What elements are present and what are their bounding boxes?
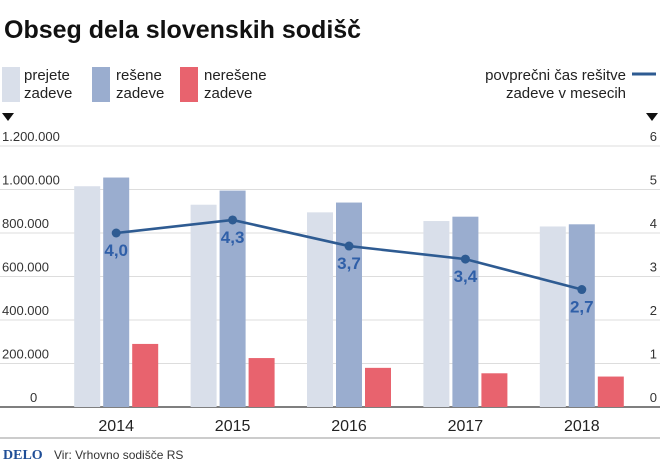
- x-tick-label: 2017: [448, 418, 484, 435]
- bar-prejete-2016: [307, 212, 333, 407]
- x-tick-label: 2018: [564, 418, 600, 435]
- legend-label-line: povprečni čas rešitve zadeve v mesecih: [485, 67, 626, 102]
- bar-neresene-2015: [248, 358, 275, 407]
- right-tick-label: 2: [650, 303, 657, 318]
- right-axis-marker: [646, 113, 658, 121]
- page-title: Obseg dela slovenskih sodišč: [4, 16, 361, 44]
- bar-neresene-2018: [597, 376, 624, 407]
- line-point-2015: [228, 215, 238, 225]
- legend: prejete zadeve rešene zadeve nerešene zadev…: [2, 67, 656, 102]
- bar-neresene-2016: [365, 367, 391, 407]
- right-axis: 0 1 2 3 4 5 6: [650, 129, 657, 405]
- left-tick-label: 600.000: [2, 260, 49, 275]
- left-tick-label: 400.000: [2, 303, 49, 318]
- x-axis: 2014 2015 2016 2017 2018: [98, 418, 599, 435]
- bar-prejete-2015: [190, 204, 217, 407]
- left-axis-marker: [2, 113, 14, 121]
- bars: [74, 177, 624, 407]
- legend-label-neresene: nerešene zadeve: [204, 67, 267, 102]
- bar-prejete-2014: [74, 186, 101, 407]
- left-axis: 0 200.000 400.000 600.000 800.000 1.000.000 1.…: [2, 129, 60, 405]
- bar-resene-2014: [103, 177, 130, 407]
- legend-swatch-resene: [92, 67, 110, 102]
- right-tick-label: 4: [650, 216, 657, 231]
- right-tick-label: 3: [650, 260, 657, 275]
- right-tick-label: 1: [650, 347, 657, 362]
- right-tick-label: 6: [650, 129, 657, 144]
- bar-neresene-2017: [481, 373, 508, 407]
- legend-swatch-prejete: [2, 67, 20, 102]
- line-data-label: 3,4: [454, 267, 478, 286]
- x-tick-label: 2015: [215, 418, 251, 435]
- bar-resene-2016: [336, 202, 362, 407]
- legend-swatch-neresene: [180, 67, 198, 102]
- left-tick-label: 800.000: [2, 216, 49, 231]
- bar-prejete-2018: [539, 226, 566, 407]
- line-data-label: 3,7: [337, 254, 361, 273]
- x-tick-label: 2014: [98, 418, 134, 435]
- legend-label-prejete: prejete zadeve: [24, 67, 72, 102]
- left-tick-label: 1.200.000: [2, 129, 60, 144]
- bar-resene-2017: [452, 216, 479, 407]
- bar-neresene-2014: [132, 343, 159, 407]
- line-point-2017: [460, 254, 470, 264]
- legend-label-resene: rešene zadeve: [116, 67, 164, 102]
- left-tick-label: 0: [30, 390, 37, 405]
- left-tick-label: 1.000.000: [2, 173, 60, 188]
- line-data-label: 4,3: [221, 228, 245, 247]
- line-point-2018: [577, 285, 587, 295]
- bar-resene-2015: [219, 190, 246, 407]
- brand-logo: DELO: [3, 448, 43, 463]
- line-data-label: 4,0: [104, 241, 128, 260]
- right-tick-label: 0: [650, 390, 657, 405]
- left-tick-label: 200.000: [2, 347, 49, 362]
- line-data-label: 2,7: [570, 298, 594, 317]
- x-tick-label: 2016: [331, 418, 367, 435]
- line-point-2016: [344, 241, 354, 251]
- time-line: 4,0 4,3 3,7 3,4 2,7: [104, 215, 594, 317]
- bar-resene-2018: [568, 224, 595, 407]
- bar-prejete-2017: [423, 221, 450, 407]
- right-tick-label: 5: [650, 173, 657, 188]
- line-point-2014: [111, 228, 121, 238]
- source-text: Vir: Vrhovno sodišče RS: [54, 448, 183, 462]
